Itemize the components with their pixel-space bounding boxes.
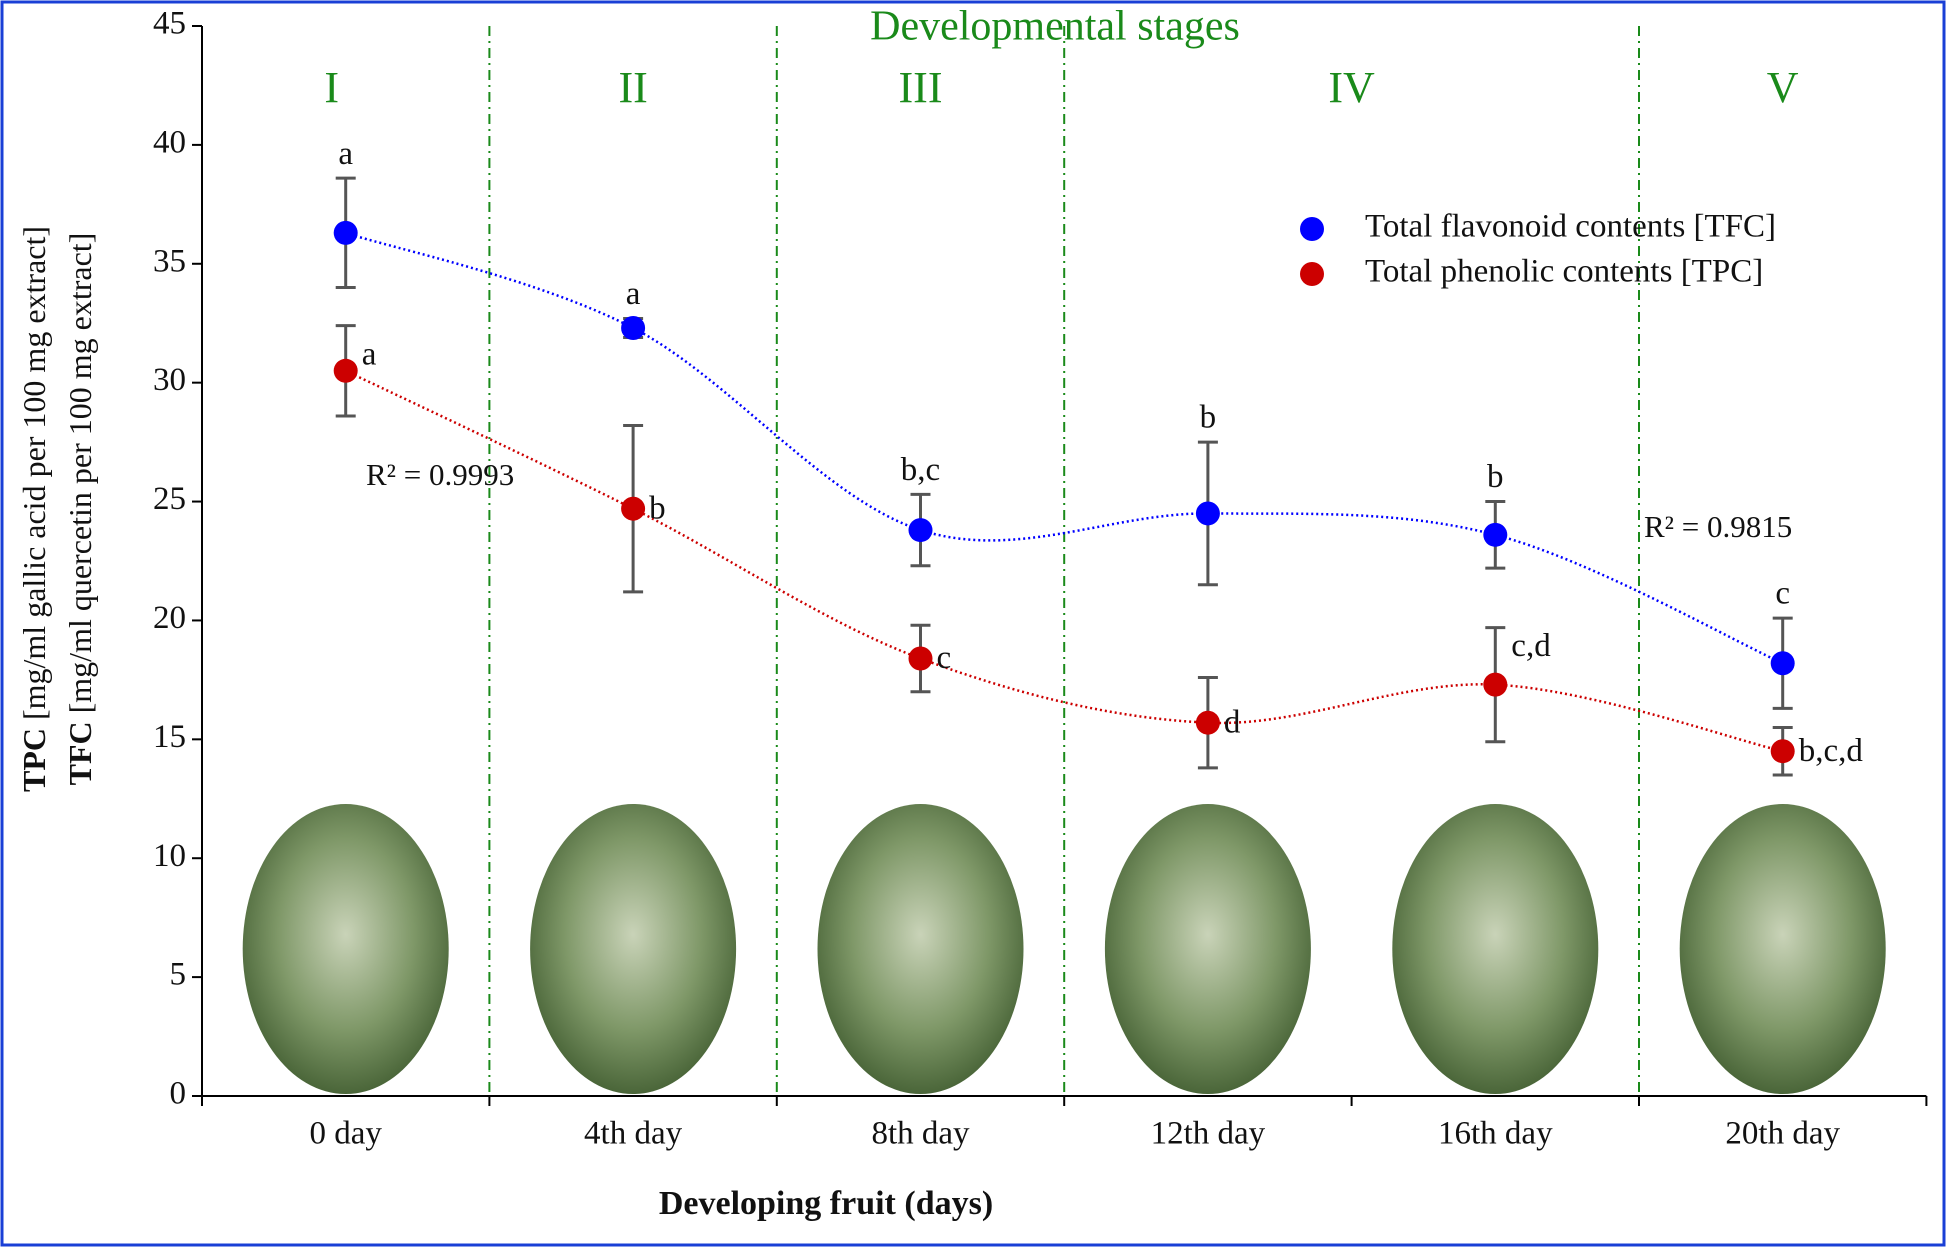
legend-marker bbox=[1300, 217, 1324, 241]
r-squared: R² = 0.9993 bbox=[366, 457, 514, 492]
y-axis-title-part: TFC bbox=[62, 721, 98, 785]
y-axis-title-part: TPC bbox=[16, 728, 52, 792]
point-label: a bbox=[626, 276, 641, 312]
point bbox=[1483, 672, 1508, 697]
x-tick-label: 16th day bbox=[1438, 1116, 1553, 1152]
photo bbox=[1679, 804, 1886, 1094]
photo bbox=[530, 804, 737, 1094]
point-label: a bbox=[338, 136, 353, 172]
y-axis-title: TPC [mg/ml gallic acid per 100 mg extrac… bbox=[16, 226, 52, 792]
point bbox=[1483, 522, 1508, 547]
y-tick-label: 30 bbox=[153, 362, 186, 398]
x-axis-title: Developing fruit (days) bbox=[659, 1185, 993, 1222]
point-label: b,c bbox=[901, 452, 940, 488]
y-axis-title-part: [mg/ml quercetin per 100 mg extract] bbox=[62, 233, 98, 722]
photo bbox=[1104, 804, 1311, 1094]
y-tick-label: 35 bbox=[153, 243, 186, 279]
point-label: d bbox=[1224, 704, 1241, 740]
point bbox=[1770, 739, 1795, 764]
x-tick-label: 0 day bbox=[309, 1116, 382, 1152]
y-tick-label: 15 bbox=[153, 719, 186, 755]
y-axis-title-part: [mg/ml gallic acid per 100 mg extract] bbox=[16, 226, 52, 728]
legend-label: Total phenolic contents [TPC] bbox=[1365, 254, 1763, 290]
y-tick-label: 10 bbox=[153, 838, 186, 874]
photo bbox=[1392, 804, 1599, 1094]
point bbox=[333, 220, 358, 245]
y-tick-label: 0 bbox=[170, 1076, 187, 1112]
point bbox=[621, 315, 646, 340]
point bbox=[1770, 651, 1795, 676]
point-label: b bbox=[1200, 400, 1217, 436]
stage-label: III bbox=[899, 63, 943, 112]
stage-label: II bbox=[618, 63, 647, 112]
point-label: a bbox=[362, 336, 377, 372]
photo bbox=[242, 804, 449, 1094]
point bbox=[333, 358, 358, 383]
point bbox=[621, 496, 646, 521]
point-label: b bbox=[1487, 459, 1504, 495]
y-tick-label: 40 bbox=[153, 124, 186, 160]
point bbox=[1195, 501, 1220, 526]
chart-title: Developmental stages bbox=[870, 4, 1240, 50]
point bbox=[908, 518, 933, 543]
y-axis-title: TFC [mg/ml quercetin per 100 mg extract] bbox=[62, 233, 98, 786]
y-tick-label: 20 bbox=[153, 600, 186, 636]
point-label: c bbox=[937, 640, 952, 676]
point-label: c,d bbox=[1511, 628, 1551, 664]
point-label: b,c,d bbox=[1799, 733, 1864, 769]
point-label: c bbox=[1775, 576, 1790, 612]
legend-label: Total flavonoid contents [TFC] bbox=[1365, 209, 1776, 245]
point-label: b bbox=[649, 490, 666, 526]
r-squared: R² = 0.9815 bbox=[1644, 509, 1792, 544]
y-tick-label: 45 bbox=[153, 6, 186, 42]
y-tick-label: 25 bbox=[153, 481, 186, 517]
trend-line bbox=[345, 231, 1784, 665]
x-tick-label: 4th day bbox=[584, 1116, 683, 1152]
point bbox=[908, 646, 933, 671]
photo bbox=[817, 804, 1024, 1094]
stage-label: IV bbox=[1328, 63, 1375, 112]
x-tick-label: 20th day bbox=[1725, 1116, 1840, 1152]
x-tick-label: 12th day bbox=[1151, 1116, 1266, 1152]
trend-line bbox=[345, 369, 1783, 753]
legend-marker bbox=[1300, 262, 1324, 286]
y-tick-label: 5 bbox=[170, 957, 187, 993]
x-tick-label: 8th day bbox=[871, 1116, 970, 1152]
stage-label: I bbox=[324, 63, 339, 112]
point bbox=[1195, 710, 1220, 735]
stage-label: V bbox=[1767, 63, 1799, 112]
